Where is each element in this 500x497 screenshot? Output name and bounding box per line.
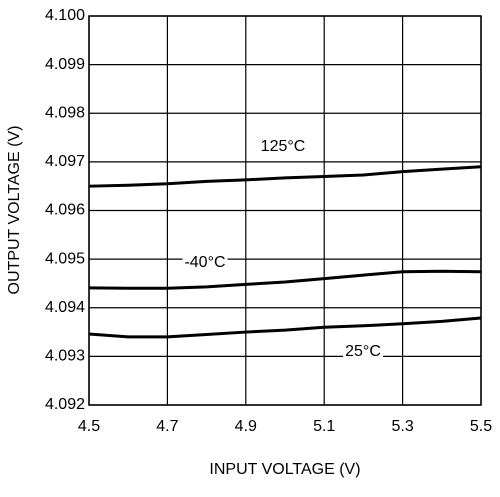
x-tick-label: 5.3 (391, 418, 413, 435)
y-tick-label: 4.100 (45, 7, 85, 24)
label-background (343, 343, 383, 361)
y-tick-label: 4.099 (45, 56, 85, 73)
x-tick-label: 4.7 (156, 418, 178, 435)
series-label: 125°C (261, 138, 306, 155)
line-series (88, 165, 482, 188)
label-background (182, 254, 228, 272)
y-tick-label: 4.096 (45, 202, 85, 219)
label-background (258, 138, 308, 156)
series-label: -40°C (184, 254, 225, 271)
line-series (88, 269, 482, 290)
x-tick-label: 4.5 (78, 418, 100, 435)
plot-frame (88, 15, 482, 406)
y-axis-title: OUTPUT VOLTAGE (V) (6, 126, 23, 295)
y-tick-label: 4.095 (45, 250, 85, 267)
x-axis-title: INPUT VOLTAGE (V) (209, 461, 360, 478)
x-tick-label: 5.5 (470, 418, 492, 435)
series-label: 25°C (345, 343, 381, 360)
y-tick-label: 4.092 (45, 396, 85, 413)
y-tick-label: 4.098 (45, 104, 85, 121)
x-tick-label: 4.9 (235, 418, 257, 435)
x-tick-label: 5.1 (313, 418, 335, 435)
y-tick-label: 4.093 (45, 348, 85, 365)
y-tick-label: 4.094 (45, 299, 85, 316)
line-series (88, 316, 482, 339)
y-tick-label: 4.097 (45, 153, 85, 170)
